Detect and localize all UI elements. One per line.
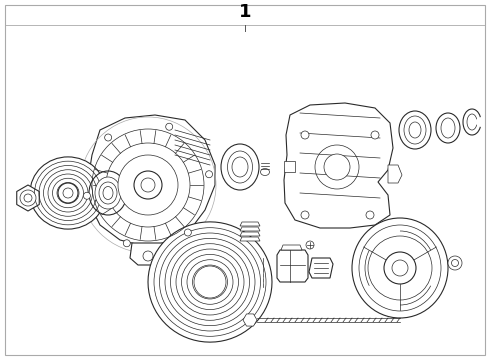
Circle shape: [301, 131, 309, 139]
Polygon shape: [240, 227, 260, 231]
Ellipse shape: [30, 157, 106, 229]
Polygon shape: [240, 222, 260, 226]
Circle shape: [105, 134, 112, 141]
Polygon shape: [309, 258, 333, 278]
Ellipse shape: [409, 122, 421, 138]
Ellipse shape: [89, 171, 127, 215]
Circle shape: [206, 171, 213, 178]
Circle shape: [63, 188, 73, 198]
Circle shape: [451, 260, 459, 266]
Circle shape: [141, 178, 155, 192]
Circle shape: [301, 211, 309, 219]
Ellipse shape: [261, 168, 270, 176]
Circle shape: [123, 240, 130, 247]
Ellipse shape: [441, 118, 455, 138]
Polygon shape: [388, 165, 402, 183]
Circle shape: [194, 266, 226, 298]
Polygon shape: [284, 103, 393, 228]
Circle shape: [371, 131, 379, 139]
Polygon shape: [17, 185, 39, 211]
Circle shape: [368, 236, 432, 300]
Circle shape: [448, 256, 462, 270]
Ellipse shape: [399, 111, 431, 149]
Polygon shape: [88, 115, 215, 245]
Polygon shape: [277, 250, 308, 282]
Ellipse shape: [95, 177, 121, 209]
Ellipse shape: [103, 186, 113, 199]
Polygon shape: [281, 245, 302, 250]
Polygon shape: [148, 222, 272, 342]
Ellipse shape: [436, 113, 460, 143]
Ellipse shape: [221, 144, 259, 190]
Ellipse shape: [99, 182, 117, 204]
Ellipse shape: [352, 218, 448, 318]
Text: 1: 1: [239, 3, 251, 21]
Circle shape: [392, 260, 408, 276]
Ellipse shape: [359, 225, 441, 311]
Circle shape: [306, 241, 314, 249]
Polygon shape: [130, 243, 168, 265]
Polygon shape: [240, 237, 260, 241]
Circle shape: [20, 190, 36, 206]
Ellipse shape: [227, 151, 252, 183]
Circle shape: [58, 183, 78, 203]
Circle shape: [24, 194, 32, 202]
Circle shape: [315, 145, 359, 189]
Circle shape: [384, 252, 416, 284]
Circle shape: [118, 155, 178, 215]
Polygon shape: [284, 161, 295, 172]
Ellipse shape: [404, 116, 426, 144]
Polygon shape: [240, 232, 260, 236]
Circle shape: [83, 192, 91, 199]
Circle shape: [366, 211, 374, 219]
Circle shape: [324, 154, 350, 180]
Circle shape: [134, 171, 162, 199]
Ellipse shape: [232, 157, 248, 177]
Circle shape: [184, 229, 192, 236]
Circle shape: [143, 251, 153, 261]
Circle shape: [166, 123, 172, 130]
Polygon shape: [243, 314, 257, 326]
